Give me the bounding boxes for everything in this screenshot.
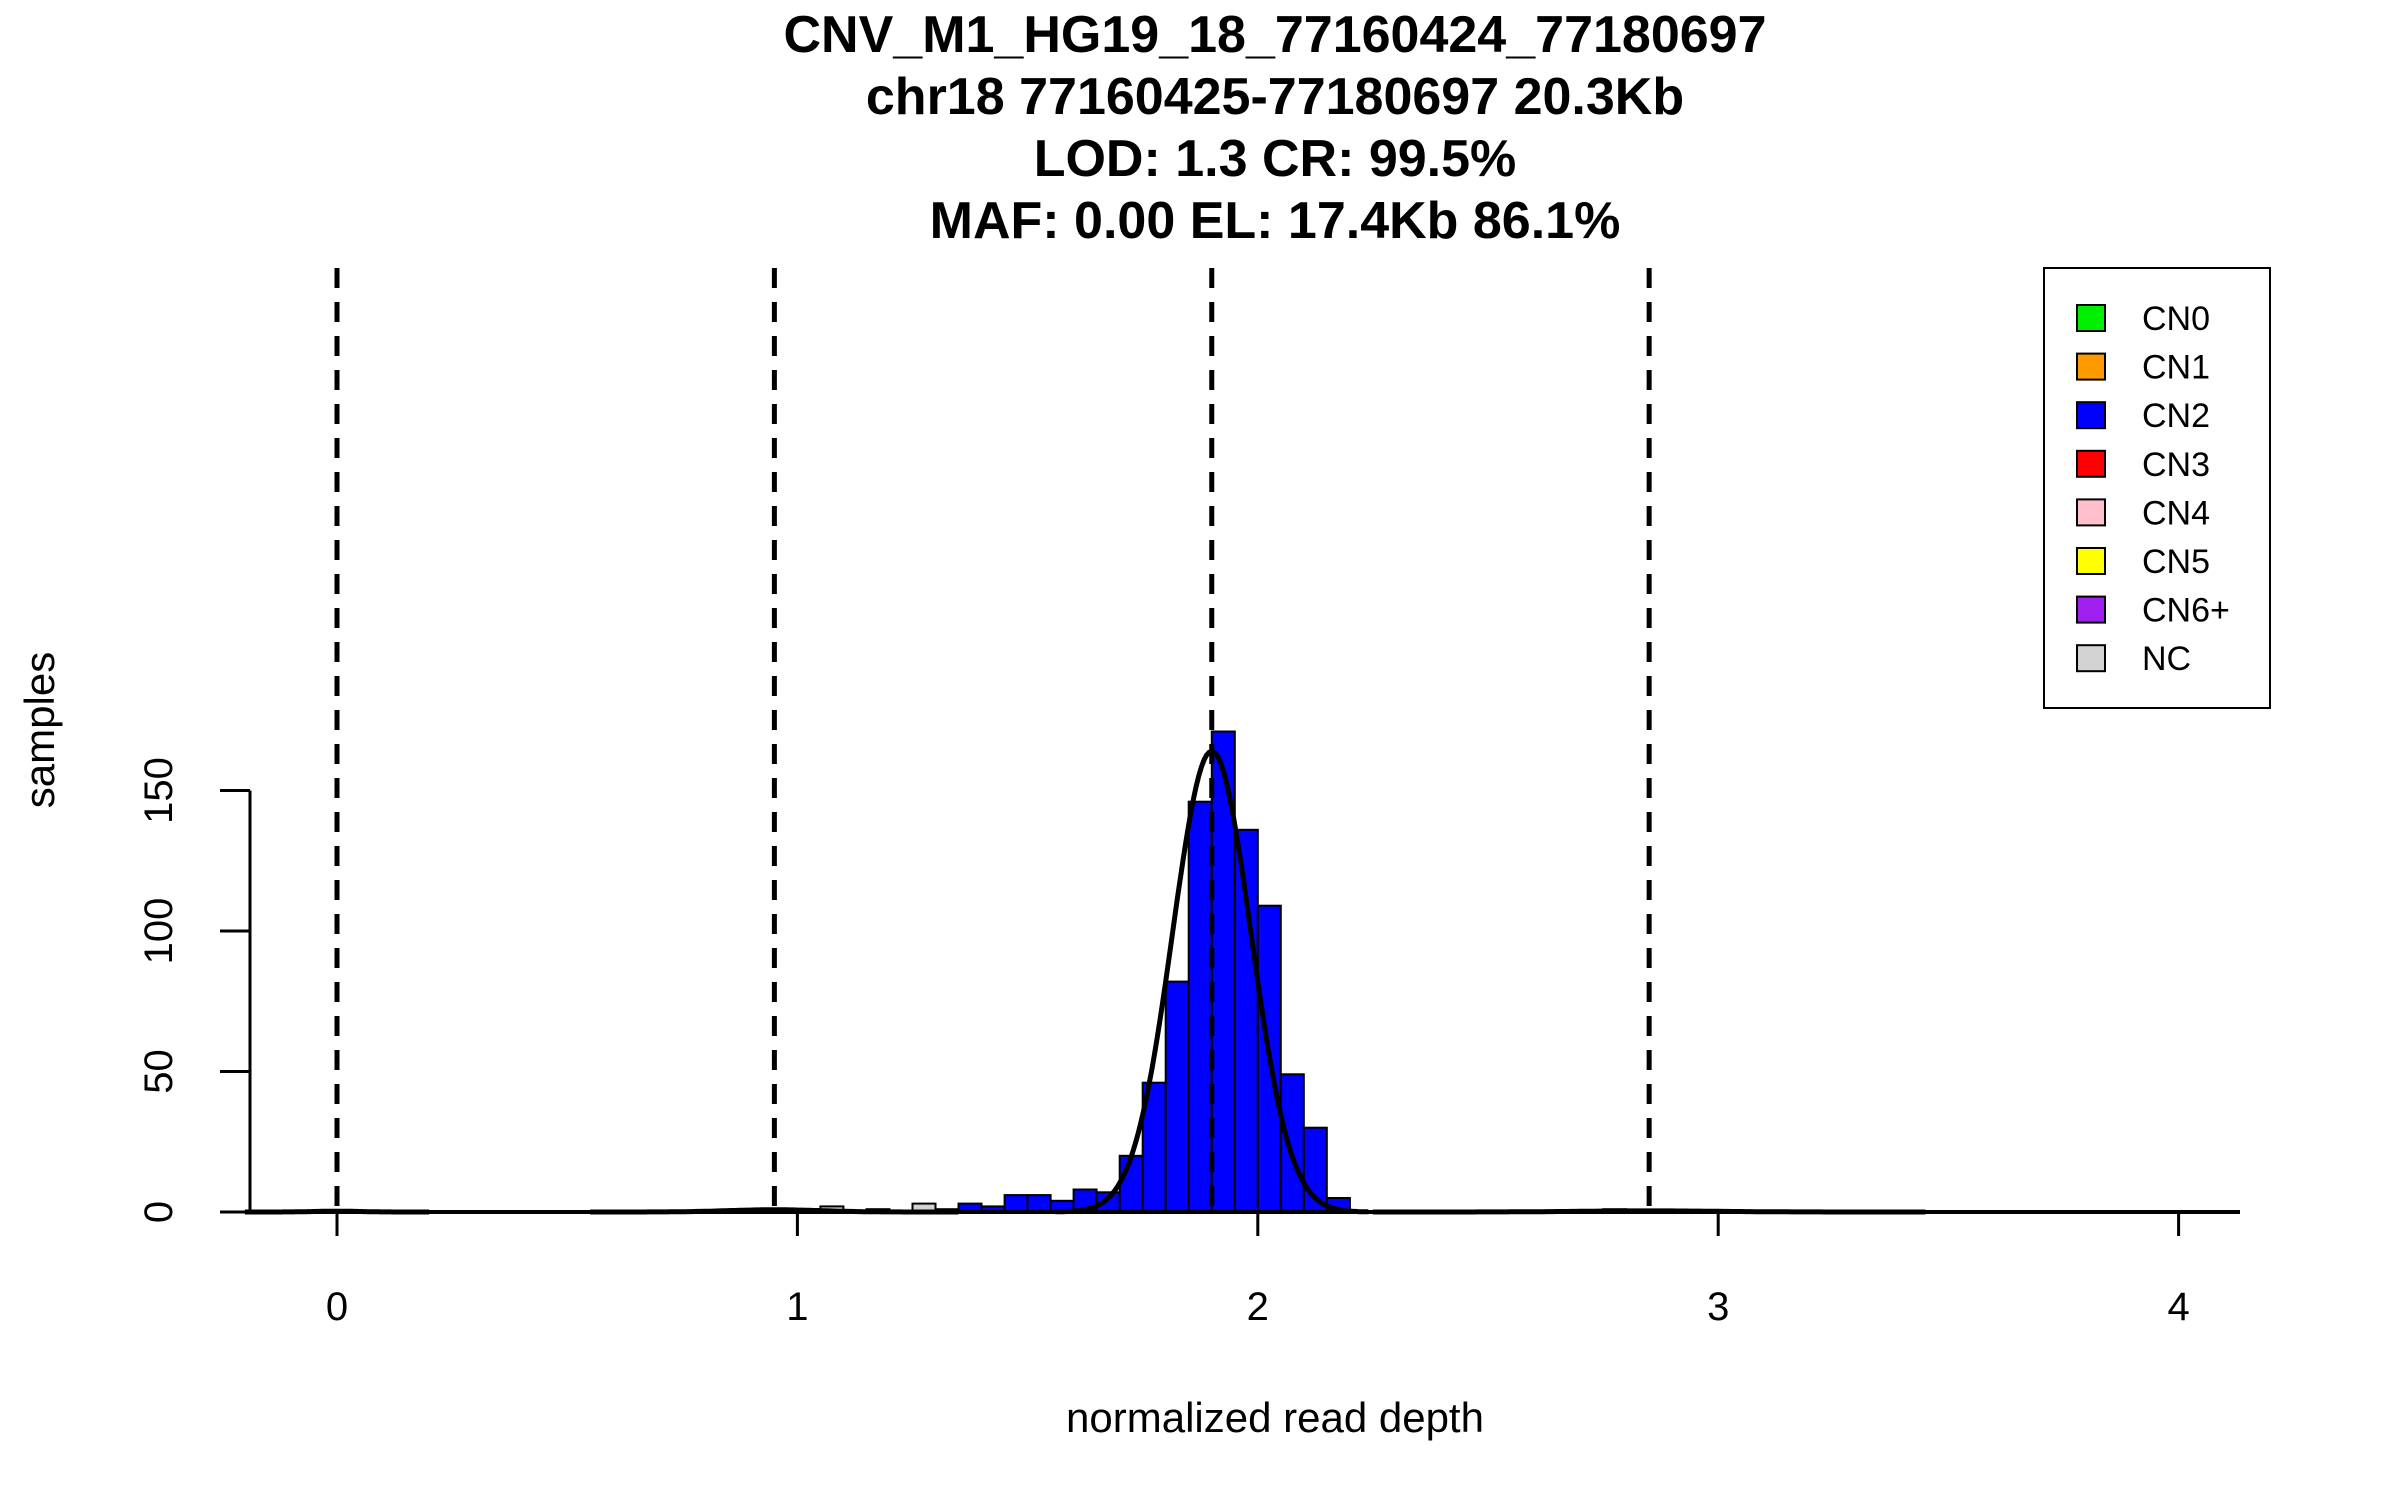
histogram-bar-19 xyxy=(1279,1073,1305,1214)
y-tick-label: 0 xyxy=(137,1201,181,1223)
x-axis: 0 1 2 3 4 normalized read depth xyxy=(272,1210,2237,1441)
legend-swatch-cn4 xyxy=(2076,498,2106,527)
title-line-4: MAF: 0.00 EL: 17.4Kb 86.1% xyxy=(930,192,1621,250)
legend-box xyxy=(2043,267,2271,709)
title-line-1: CNV_M1_HG19_18_77160424_77180697 xyxy=(783,6,1766,64)
histogram-bars xyxy=(796,730,1628,1214)
legend-swatch-cn0 xyxy=(2076,304,2106,332)
legend-swatch-nc xyxy=(2076,644,2106,673)
y-tick-label: 100 xyxy=(137,898,181,965)
x-tick-label: 3 xyxy=(1707,1285,1729,1329)
chart-titles: CNV_M1_HG19_18_77160424_77180697 chr18 7… xyxy=(783,6,1766,250)
legend-swatch-cn1 xyxy=(2076,352,2106,381)
cn-threshold-lines xyxy=(334,268,1652,1212)
histogram-bar-15 xyxy=(1187,800,1213,1213)
x-tick-label: 1 xyxy=(786,1285,808,1329)
y-ticks: 0 50 100 150 xyxy=(137,757,250,1223)
legend-swatch-cn3 xyxy=(2076,449,2106,478)
title-line-2: chr18 77160425-77180697 20.3Kb xyxy=(866,68,1684,126)
y-axis-label: samples xyxy=(16,652,63,808)
legend-label: CN6+ xyxy=(2142,592,2230,630)
x-tick-label: 0 xyxy=(326,1285,348,1329)
x-ticks: 0 1 2 3 4 xyxy=(326,1212,2190,1329)
histogram-bar-7 xyxy=(1003,1194,1029,1213)
histogram-bar-8 xyxy=(1026,1194,1052,1213)
legend-swatch-cn5 xyxy=(2076,547,2106,575)
legend-label: CN5 xyxy=(2142,543,2210,581)
legend-label: CN3 xyxy=(2142,446,2210,484)
legend-swatch-cn6plus xyxy=(2076,595,2106,624)
x-tick-label: 2 xyxy=(1247,1285,1269,1329)
legend-swatch-cn2 xyxy=(2076,401,2106,430)
legend-label: CN0 xyxy=(2142,300,2210,338)
x-tick-label: 4 xyxy=(2167,1285,2189,1329)
y-tick-label: 150 xyxy=(137,757,181,824)
legend-label: CN4 xyxy=(2142,494,2210,532)
histogram-bar-12 xyxy=(1118,1154,1144,1214)
legend-items: CN0 CN1 CN2 CN3 CN4 CN5 CN6+ NC xyxy=(2076,300,2230,678)
x-axis-label: normalized read depth xyxy=(1066,1394,1484,1441)
y-tick-label: 50 xyxy=(137,1049,181,1094)
legend-label: NC xyxy=(2142,640,2191,678)
legend: CN0 CN1 CN2 CN3 CN4 CN5 CN6+ NC xyxy=(2043,267,2271,709)
legend-label: CN2 xyxy=(2142,397,2210,435)
legend-label: CN1 xyxy=(2142,349,2210,387)
histogram-bar-14 xyxy=(1164,980,1190,1213)
title-line-3: LOD: 1.3 CR: 99.5% xyxy=(1034,130,1517,188)
y-axis: 0 50 100 150 samples xyxy=(16,652,252,1223)
